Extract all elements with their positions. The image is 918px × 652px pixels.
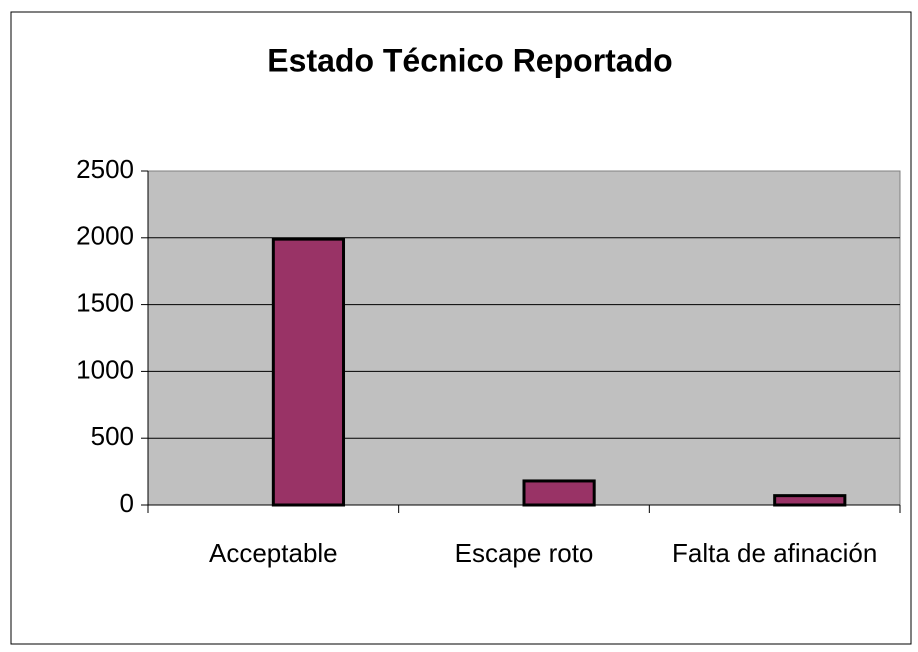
y-tick-label: 2000 bbox=[76, 221, 134, 251]
x-tick-label: Acceptable bbox=[209, 538, 338, 568]
bar bbox=[773, 494, 847, 507]
bar bbox=[522, 479, 596, 507]
x-tick-label: Escape roto bbox=[454, 538, 594, 568]
y-tick-label: 1500 bbox=[76, 287, 134, 317]
y-tick-label: 0 bbox=[120, 488, 134, 518]
y-tick-label: 2500 bbox=[76, 154, 134, 184]
plot-area bbox=[147, 170, 901, 506]
y-tick-label: 1000 bbox=[76, 354, 134, 384]
chart-title: Estado Técnico Reportado bbox=[267, 42, 672, 78]
x-tick-label: Falta de afinación bbox=[672, 538, 878, 568]
bar bbox=[271, 237, 346, 507]
y-tick-label: 500 bbox=[91, 421, 134, 451]
